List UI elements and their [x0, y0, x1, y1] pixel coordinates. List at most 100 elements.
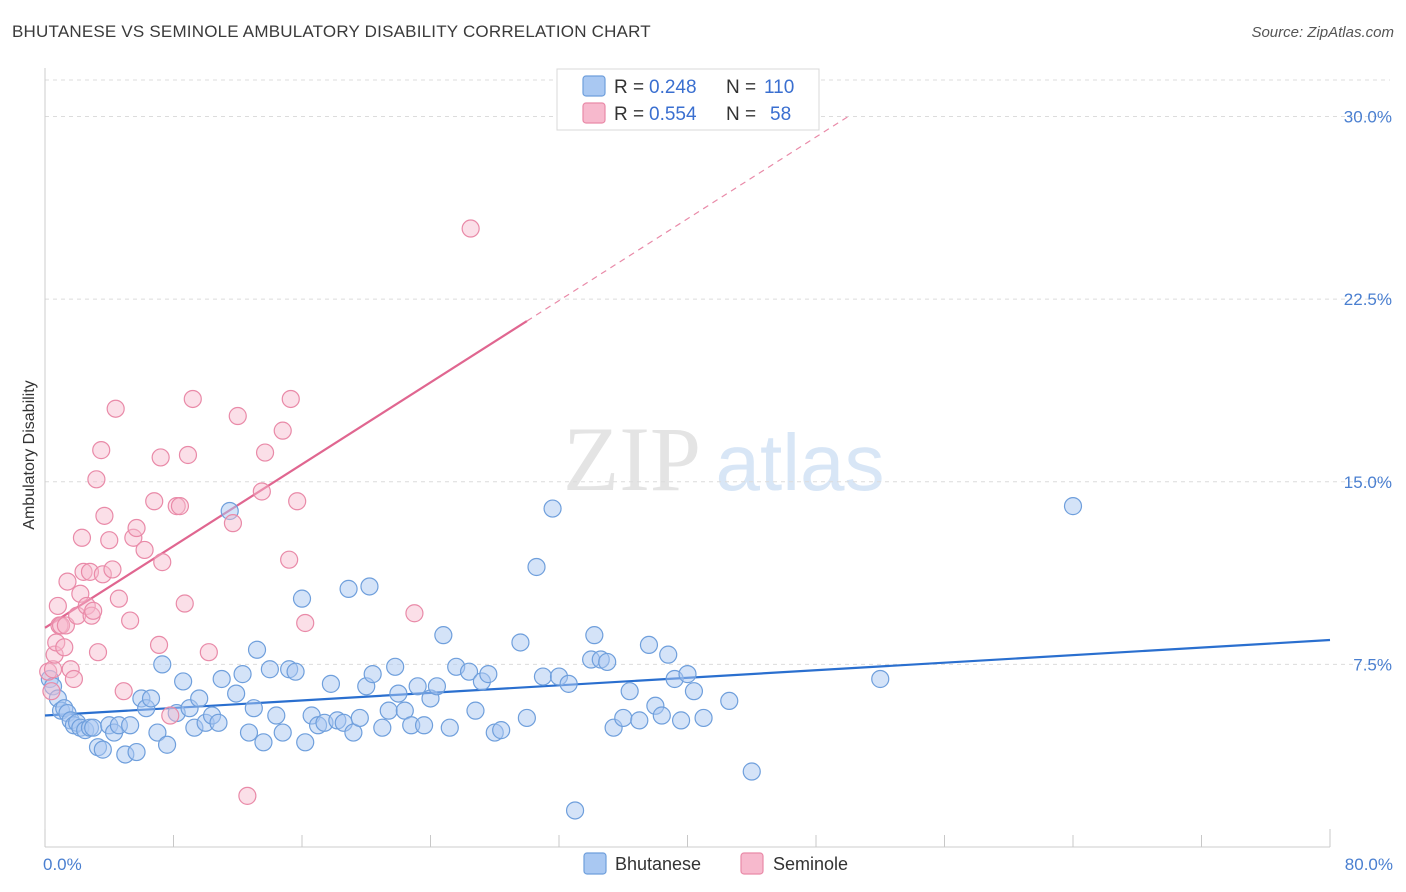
seminole-point — [42, 682, 61, 701]
seminole-point — [238, 786, 257, 805]
grid-lines — [45, 79, 1390, 665]
seminole-point — [153, 553, 172, 572]
bhutanese-points — [40, 497, 1083, 820]
bhutanese-point — [233, 665, 252, 684]
series-legend-swatch-bhutanese — [583, 852, 607, 875]
bhutanese-point — [93, 740, 112, 759]
seminole-point — [170, 497, 190, 516]
bhutanese-point — [427, 677, 447, 696]
bhutanese-point — [517, 708, 536, 728]
seminole-points — [39, 219, 480, 805]
seminole-point — [183, 389, 202, 409]
bhutanese-point — [720, 691, 739, 711]
series-legend-label-seminole: Seminole — [773, 854, 848, 874]
bhutanese-point — [153, 655, 172, 674]
bhutanese-point — [379, 701, 398, 720]
seminole-point — [72, 528, 92, 547]
watermark-zip: ZIP — [563, 408, 701, 510]
bhutanese-point — [209, 713, 228, 732]
seminole-point — [55, 638, 74, 657]
seminole-point — [149, 635, 169, 655]
seminole-point — [88, 643, 108, 662]
seminole-point — [161, 706, 180, 725]
bhutanese-point — [684, 682, 704, 701]
bhutanese-point — [742, 762, 761, 781]
bhutanese-point — [174, 672, 193, 691]
seminole-point — [228, 406, 247, 426]
seminole-point — [100, 531, 119, 550]
bhutanese-point — [360, 577, 379, 596]
bhutanese-point — [414, 716, 434, 735]
bhutanese-point — [127, 742, 146, 762]
seminole-point — [124, 528, 143, 547]
bhutanese-point — [292, 589, 312, 608]
seminole-point — [48, 596, 67, 616]
bhutanese-point — [239, 723, 259, 742]
watermark: ZIP atlas — [563, 408, 884, 510]
bhutanese-point — [190, 689, 209, 708]
series-legend-swatch-seminole — [740, 852, 764, 875]
series-legend: Bhutanese Seminole — [583, 852, 848, 875]
seminole-point — [109, 589, 128, 608]
legend-r-label: R = — [614, 77, 644, 98]
legend-r-value-bhutanese: 0.248 — [649, 77, 697, 98]
axes — [44, 68, 1331, 848]
bhutanese-point — [212, 669, 231, 689]
correlation-legend: R = 0.248 N = 110 R = 0.554 N = 58 — [556, 68, 820, 131]
seminole-point — [93, 565, 112, 584]
bhutanese-point — [227, 684, 246, 703]
seminole-point — [121, 611, 140, 630]
seminole-point — [296, 613, 315, 633]
seminole-point — [61, 660, 80, 679]
bhutanese-point — [121, 716, 140, 735]
seminole-point — [281, 389, 300, 409]
seminole-point — [84, 601, 103, 620]
bhutanese-point — [639, 635, 659, 655]
legend-n-label: N = — [726, 77, 756, 98]
seminole-point — [95, 506, 114, 525]
seminole-point — [51, 616, 71, 635]
bhutanese-point — [620, 682, 639, 701]
bhutanese-point — [1063, 497, 1083, 516]
y-tick-labels: 7.5% 15.0% 22.5% 30.0% — [1344, 108, 1392, 675]
watermark-atlas: atlas — [716, 418, 885, 507]
bhutanese-point — [678, 665, 697, 684]
legend-n-value-seminole: 58 — [770, 104, 791, 125]
bhutanese-point — [84, 718, 103, 737]
legend-n-value-bhutanese: 110 — [764, 77, 794, 98]
x-tick-label-min: 0.0% — [43, 855, 82, 874]
bhutanese-point — [533, 667, 553, 686]
seminole-trend-line — [44, 320, 528, 629]
bhutanese-point — [260, 660, 279, 679]
seminole-point — [58, 572, 77, 591]
bhutanese-point — [479, 665, 498, 684]
seminole-point — [288, 492, 307, 511]
seminole-point — [87, 470, 106, 489]
seminole-point — [151, 448, 170, 467]
bhutanese-point — [511, 633, 530, 652]
bhutanese-point — [408, 677, 427, 696]
legend-r-label: R = — [614, 104, 644, 125]
seminole-point — [145, 492, 164, 511]
seminole-point — [175, 594, 194, 613]
bhutanese-point — [321, 674, 341, 693]
bhutanese-point — [339, 579, 358, 598]
bhutanese-point — [492, 721, 511, 740]
seminole-point — [74, 562, 93, 581]
y-tick-label: 15.0% — [1344, 473, 1392, 492]
y-tick-label: 30.0% — [1344, 108, 1392, 127]
y-tick-label: 7.5% — [1353, 655, 1392, 674]
bhutanese-point — [585, 626, 604, 645]
seminole-point — [127, 518, 146, 538]
bhutanese-point — [247, 640, 267, 659]
bhutanese-point — [267, 706, 286, 725]
bhutanese-point — [440, 718, 459, 737]
legend-n-label: N = — [726, 104, 756, 125]
bhutanese-point — [559, 674, 578, 693]
bhutanese-point — [543, 499, 562, 518]
bhutanese-point — [296, 733, 315, 752]
seminole-point — [255, 443, 275, 462]
bhutanese-point — [273, 723, 292, 742]
bhutanese-point — [373, 718, 392, 737]
